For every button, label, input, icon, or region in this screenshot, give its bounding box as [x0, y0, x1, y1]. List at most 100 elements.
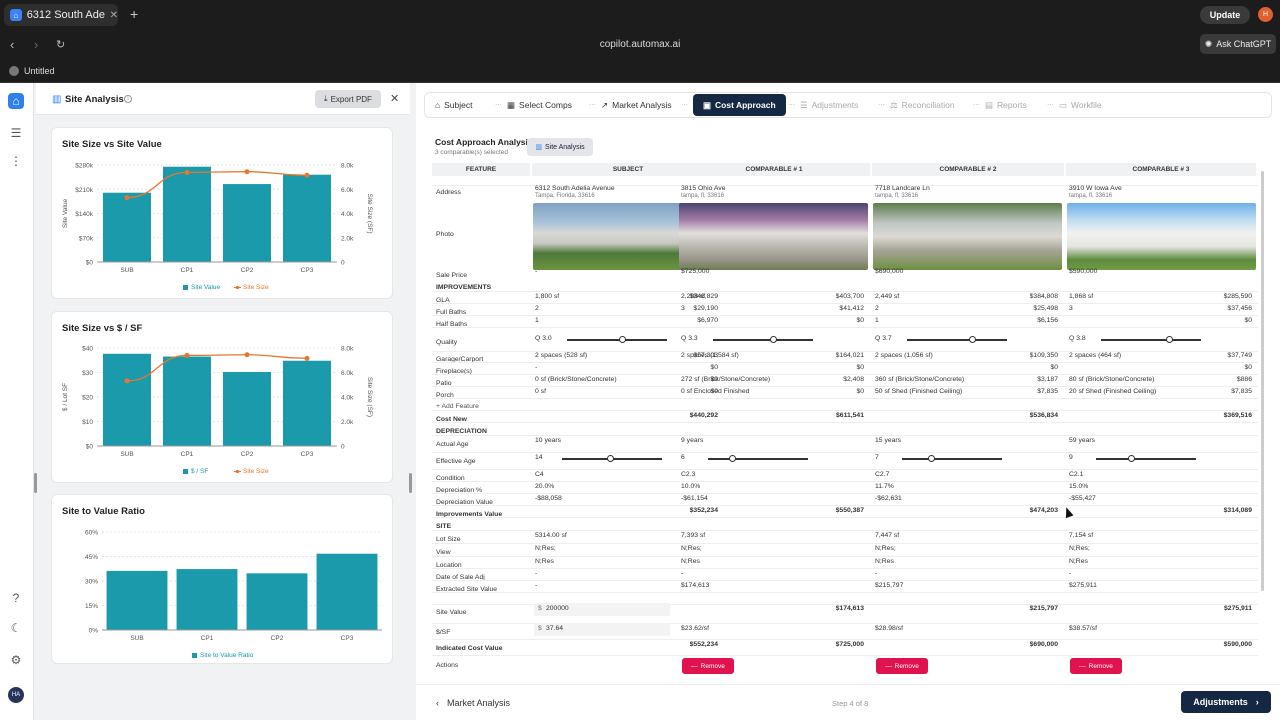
resize-handle[interactable]	[409, 473, 412, 493]
effective-age-slider-knob[interactable]	[1128, 454, 1136, 462]
quality-slider-track[interactable]	[1101, 339, 1201, 341]
next-adjustments-button[interactable]: Adjustments ›	[1181, 691, 1271, 713]
quality-slider-track[interactable]	[907, 339, 1007, 341]
bar[interactable]	[246, 573, 308, 630]
bar[interactable]	[283, 360, 331, 446]
quality-slider-knob[interactable]	[770, 335, 777, 343]
line-point[interactable]	[244, 352, 250, 358]
effective-age-slider-track[interactable]	[902, 458, 1002, 460]
line-point[interactable]	[184, 352, 190, 358]
bar[interactable]	[223, 372, 271, 446]
effective-age-slider-knob[interactable]	[607, 454, 614, 462]
cell-age: 15 years	[875, 437, 902, 444]
property-photo[interactable]	[873, 203, 1062, 270]
gear-icon[interactable]: ⚙	[10, 653, 22, 667]
effective-age-slider-knob[interactable]	[927, 454, 935, 462]
bar[interactable]	[163, 356, 211, 446]
column-header: COMPARABLE # 1	[678, 163, 870, 176]
bar[interactable]	[103, 192, 151, 262]
legend-label[interactable]: Site Size	[243, 284, 269, 291]
step-separator: ⋯	[1047, 102, 1054, 109]
bar[interactable]	[176, 569, 238, 630]
per-sf-input[interactable]	[534, 623, 670, 636]
reload-icon[interactable]: ↻	[56, 39, 66, 51]
line-point[interactable]	[184, 169, 190, 175]
user-avatar[interactable]: HA	[8, 687, 24, 703]
step-subject[interactable]: ⌂ Subject	[435, 93, 473, 117]
cell-garage: 2 spaces (1,056 sf)	[875, 352, 933, 359]
back-to-market-analysis-button[interactable]: ‹ Market Analysis	[436, 698, 510, 708]
tab-close-icon[interactable]: ✕	[109, 9, 118, 21]
remove-comparable-button[interactable]: — Remove	[682, 658, 734, 674]
property-photo[interactable]	[679, 203, 868, 270]
site-analysis-button[interactable]: ▥ Site Analysis	[527, 138, 593, 156]
step-adjustments[interactable]: ☰ Adjustments	[800, 93, 858, 117]
bar[interactable]	[283, 174, 331, 262]
back-arrow-icon[interactable]: ‹	[10, 37, 15, 52]
minus-icon: —	[885, 662, 892, 670]
quality-slider-knob[interactable]	[969, 335, 976, 343]
cell-porch: 20 sf Shed (Finished Ceiling)	[1069, 388, 1157, 395]
home-icon[interactable]: ⌂	[8, 93, 24, 109]
bar[interactable]	[103, 353, 151, 446]
export-pdf-button[interactable]: ⤓ Export PDF	[315, 90, 381, 108]
site-value-input[interactable]	[534, 603, 670, 616]
legend-label[interactable]: $ / SF	[191, 468, 208, 475]
bar[interactable]	[223, 184, 271, 262]
more-vertical-icon[interactable]: ⋮	[10, 154, 22, 168]
cell-sf: $28.98/sf	[875, 625, 903, 632]
step-reports[interactable]: ▤ Reports	[985, 93, 1027, 117]
effective-age-slider-track[interactable]	[1096, 458, 1196, 460]
line-point[interactable]	[124, 378, 130, 384]
help-icon[interactable]: ?	[12, 591, 20, 605]
step-reconciliation[interactable]: ⚖ Reconciliation	[890, 93, 955, 117]
step-icon: ▦	[507, 99, 516, 110]
step-market-analysis[interactable]: ↗ Market Analysis	[601, 93, 672, 117]
bar[interactable]	[316, 553, 378, 630]
chart-svg: $0 $70k $140k $210k $280k 0 2.0k 4.0k 6.0k 8.0k Si…	[62, 163, 373, 292]
line-point[interactable]	[244, 169, 250, 175]
cell-fb: 3	[1069, 305, 1073, 312]
info-icon[interactable]: i	[124, 95, 132, 103]
scrollbar[interactable]	[1261, 171, 1264, 591]
property-photo[interactable]	[1067, 203, 1256, 270]
effective-age-slider-track[interactable]	[708, 458, 808, 460]
ask-chatgpt-button[interactable]: ✺ Ask ChatGPT	[1200, 34, 1276, 54]
remove-comparable-button[interactable]: — Remove	[1070, 658, 1122, 674]
moon-icon[interactable]: ☾	[10, 621, 22, 635]
line-point[interactable]	[304, 172, 310, 178]
browser-tab[interactable]: ⌂ 6312 South Adelia Av ✕	[4, 4, 118, 26]
currency-prefix: $	[538, 605, 542, 612]
value-patio_v: $886	[1236, 376, 1252, 383]
profile-avatar[interactable]: H	[1258, 7, 1273, 22]
step-select-comps[interactable]: ▦ Select Comps	[507, 93, 572, 117]
line-point[interactable]	[304, 355, 310, 361]
quality-slider-track[interactable]	[567, 339, 667, 341]
bookmark-label[interactable]: Untitled	[24, 66, 55, 76]
legend-label[interactable]: Site Value	[191, 284, 221, 291]
add-feature-button[interactable]: + Add Feature	[436, 403, 479, 410]
legend-label[interactable]: Site Size	[243, 468, 269, 475]
update-button[interactable]: Update	[1200, 6, 1250, 24]
step-workfile[interactable]: ▭ Workfile	[1059, 93, 1102, 117]
remove-comparable-button[interactable]: — Remove	[876, 658, 928, 674]
quality-slider-knob[interactable]	[1166, 335, 1173, 343]
address-bar[interactable]: copilot.automax.ai	[599, 39, 681, 50]
effective-age-slider-knob[interactable]	[729, 454, 736, 462]
resize-handle[interactable]	[34, 473, 37, 493]
list-icon[interactable]: ☰	[10, 126, 22, 140]
step-cost-approach[interactable]: ▣ Cost Approach	[693, 94, 786, 116]
site-analysis-label: Site Analysis	[544, 143, 585, 151]
new-tab-button[interactable]: +	[130, 6, 139, 22]
cell-cond: C2.1	[1069, 471, 1084, 478]
forward-arrow-icon[interactable]: ›	[34, 37, 39, 52]
line-point[interactable]	[124, 195, 130, 201]
close-icon[interactable]: ✕	[390, 93, 400, 105]
bar[interactable]	[106, 570, 168, 630]
legend-label[interactable]: Site to Value Ratio	[200, 652, 254, 659]
quality-slider-knob[interactable]	[619, 335, 626, 343]
quality-slider-track[interactable]	[713, 339, 813, 341]
bar[interactable]	[163, 166, 211, 262]
y-tick-label: $210k	[75, 187, 93, 194]
row-divider	[432, 623, 1258, 624]
